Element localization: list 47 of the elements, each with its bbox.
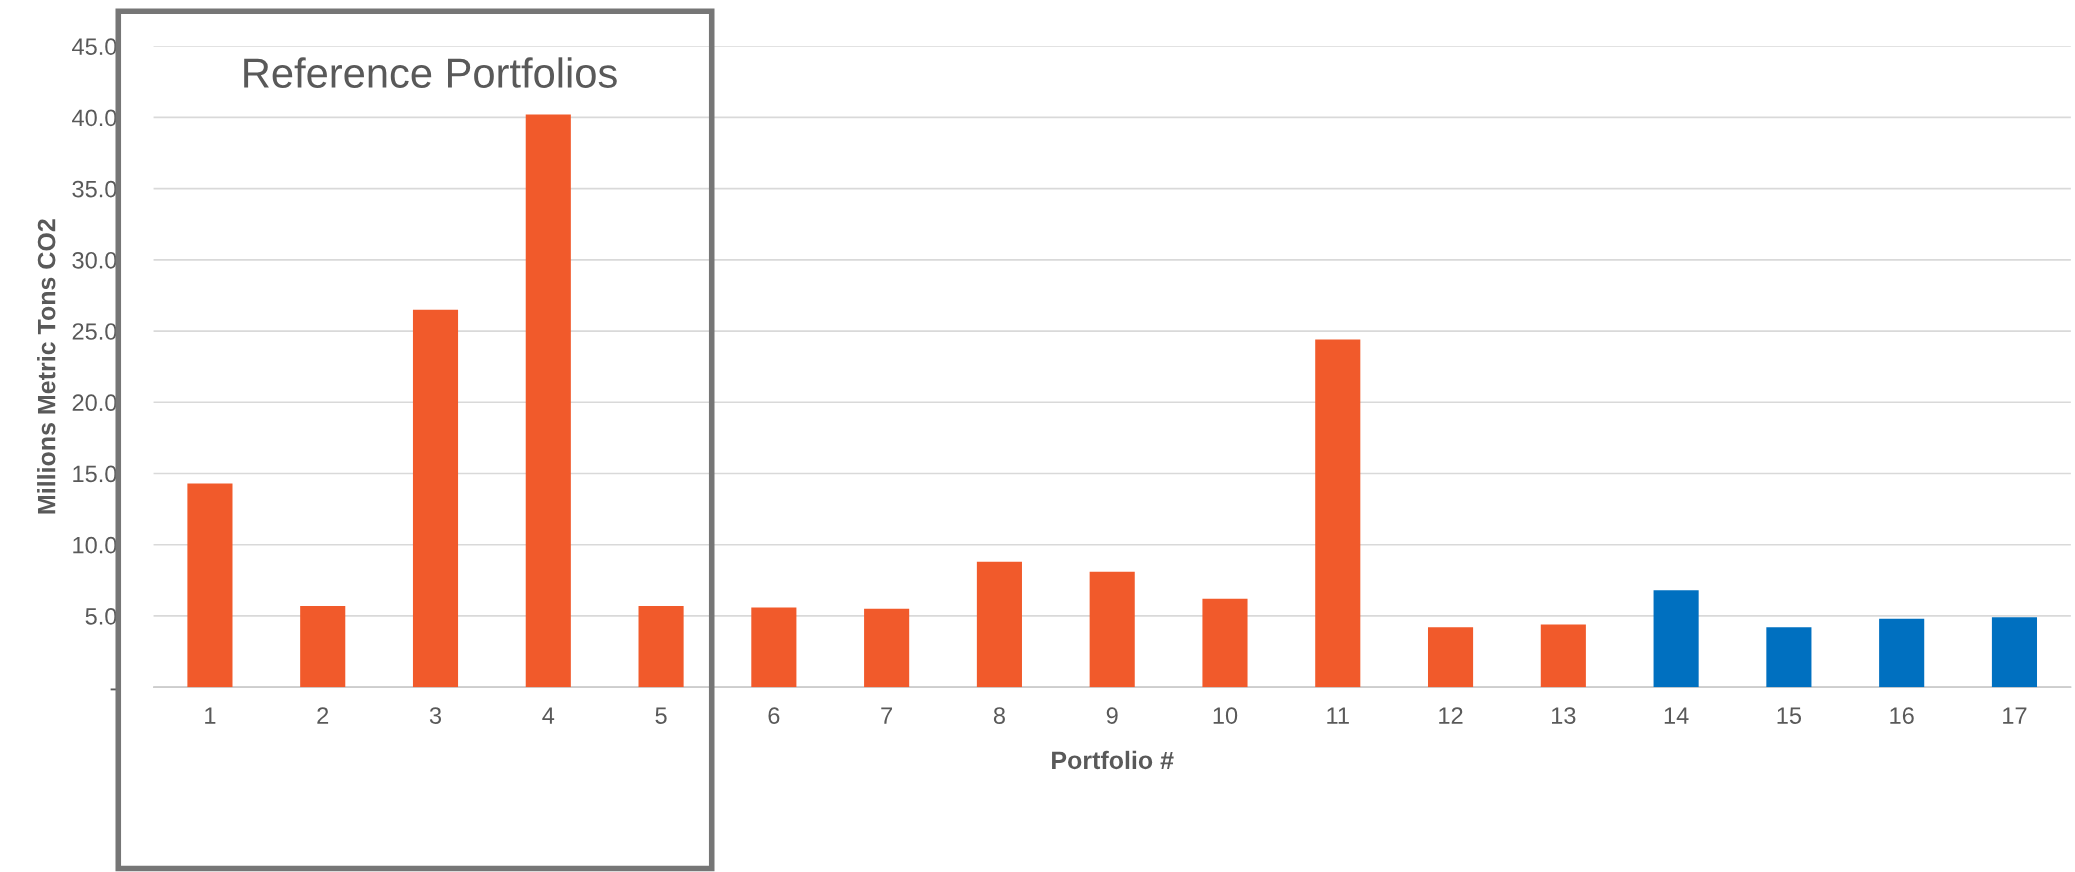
x-tick-label: 9 — [1106, 707, 1118, 724]
x-tick-label: 10 — [1213, 707, 1238, 724]
x-tick-label: 11 — [1327, 707, 1349, 724]
y-tick-label: 30.0 — [72, 251, 117, 269]
y-tick-label: 5.0 — [85, 607, 117, 625]
bar — [864, 608, 910, 688]
x-tick-label: 5 — [655, 707, 667, 724]
x-tick-label: 3 — [429, 707, 442, 724]
annotation: Reference Portfolios — [244, 57, 617, 88]
y-tick-label: - — [110, 688, 117, 691]
x-tick-label: 13 — [1552, 707, 1576, 724]
x-tick-label: 8 — [993, 707, 1005, 724]
y-tick-label: 40.0 — [72, 109, 117, 127]
bar — [1315, 339, 1361, 688]
x-tick-label: 2 — [317, 707, 329, 724]
bar — [1427, 627, 1474, 688]
bar — [1766, 627, 1812, 688]
y-tick-label: 45.0 — [72, 38, 117, 55]
x-tick-label: 4 — [542, 707, 555, 724]
bar — [1202, 598, 1248, 688]
bar — [300, 605, 346, 688]
x-tick-label: 16 — [1890, 707, 1914, 724]
bar — [1540, 624, 1586, 688]
bar — [187, 483, 233, 688]
bar — [412, 309, 459, 688]
x-tick-label: 12 — [1439, 707, 1463, 724]
y-tick-label: 25.0 — [72, 323, 117, 340]
x-tick-label: 15 — [1777, 707, 1802, 724]
x-tick-label: 6 — [768, 707, 780, 724]
y-axis-title: Millions Metric Tons CO2 — [37, 219, 56, 514]
y-tick-label: 10.0 — [73, 536, 117, 554]
x-tick-label: 17 — [2003, 707, 2027, 724]
bar — [751, 607, 797, 688]
bar — [976, 561, 1022, 688]
y-tick-label: 35.0 — [72, 180, 117, 198]
bar — [1879, 618, 1925, 688]
y-tick-label: 20.0 — [72, 394, 117, 412]
y-tick-label: 15.0 — [73, 465, 117, 483]
bar — [1653, 590, 1699, 688]
x-tick-label: 1 — [205, 707, 216, 724]
bar — [1089, 571, 1135, 688]
bar — [1991, 617, 2038, 688]
x-axis-title: Portfolio # — [1052, 750, 1174, 770]
x-tick-label: 14 — [1664, 707, 1689, 724]
bar — [638, 605, 684, 688]
x-tick-label: 7 — [881, 707, 893, 724]
bar — [525, 114, 571, 688]
